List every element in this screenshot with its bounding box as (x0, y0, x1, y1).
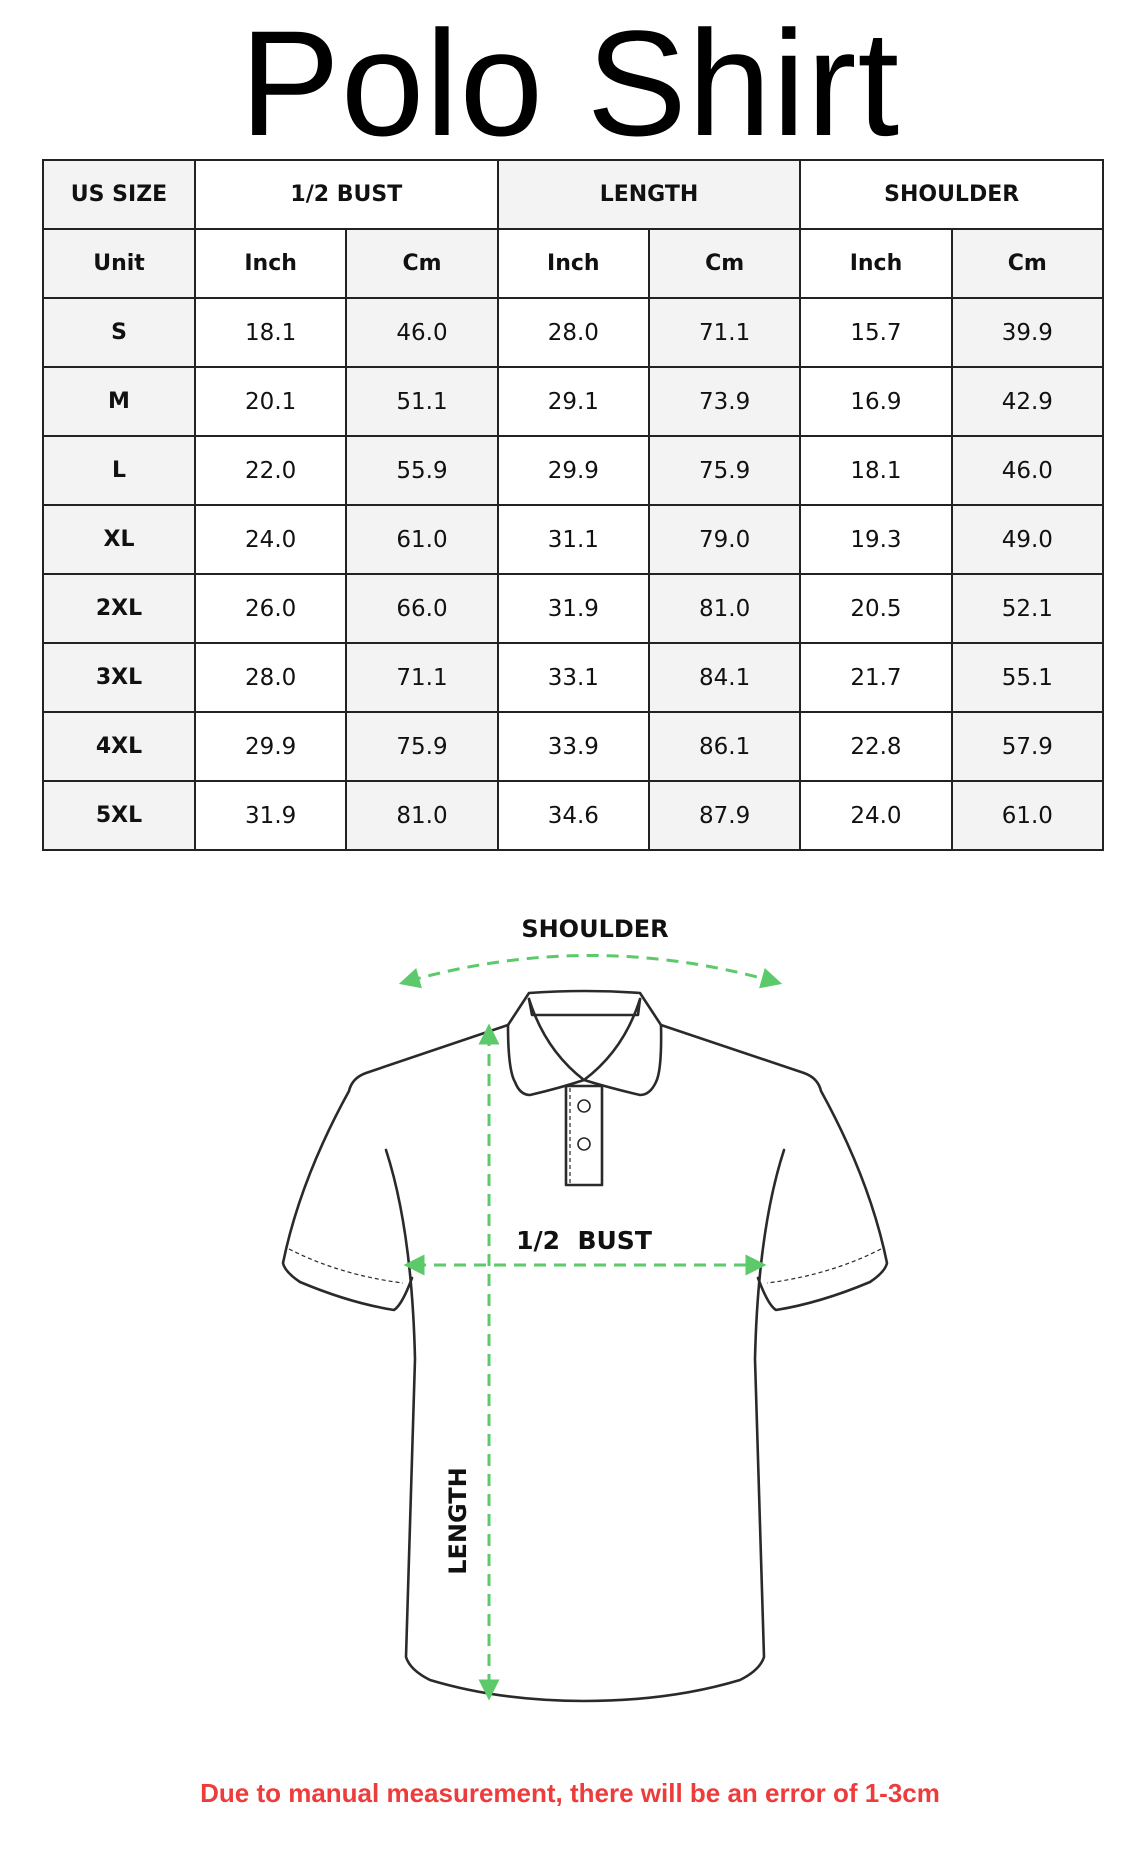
measurement-cell: 29.9 (496, 435, 650, 506)
measurement-cell: 28.0 (496, 297, 650, 368)
measurement-cell: 71.1 (345, 642, 499, 713)
measurement-cell: 21.7 (799, 642, 953, 713)
measurement-cell: 24.0 (193, 504, 348, 575)
size-label: 2XL (42, 573, 196, 644)
measurement-cell: 81.0 (345, 780, 499, 851)
measurement-cell: 31.1 (496, 504, 650, 575)
measurement-cell: 20.5 (799, 573, 953, 644)
measurement-cell: 29.9 (193, 711, 348, 782)
unit-header: Cm (647, 228, 802, 299)
shoulder-label: SHOULDER (521, 915, 668, 943)
shirt-outline (281, 989, 889, 1703)
column-group-header: US SIZE (42, 159, 196, 230)
measurement-disclaimer: Due to manual measurement, there will be… (200, 1778, 940, 1808)
size-label: 3XL (42, 642, 196, 713)
measurement-cell: 81.0 (647, 573, 802, 644)
measurement-cell: 46.0 (345, 297, 499, 368)
column-group-header: LENGTH (496, 159, 802, 230)
bust-label: 1/2 BUST (516, 1226, 652, 1255)
measurement-cell: 61.0 (950, 780, 1105, 851)
measurement-cell: 31.9 (193, 780, 348, 851)
measurement-cell: 79.0 (647, 504, 802, 575)
measurement-cell: 18.1 (193, 297, 348, 368)
measurement-cell: 34.6 (496, 780, 650, 851)
measurement-cell: 51.1 (345, 366, 499, 437)
measurement-cell: 73.9 (647, 366, 802, 437)
measurement-cell: 55.1 (950, 642, 1105, 713)
measurement-cell: 71.1 (647, 297, 802, 368)
measurement-cell: 52.1 (950, 573, 1105, 644)
table-row: S 18.1 46.0 28.0 71.1 15.7 39.9 (42, 297, 1105, 368)
table-row: 2XL 26.0 66.0 31.9 81.0 20.5 52.1 (42, 573, 1105, 644)
unit-header: Cm (345, 228, 499, 299)
table-row: 5XL 31.9 81.0 34.6 87.9 24.0 61.0 (42, 780, 1105, 851)
measurement-cell: 28.0 (193, 642, 348, 713)
measurement-cell: 31.9 (496, 573, 650, 644)
measurement-cell: 39.9 (950, 297, 1105, 368)
column-group-header: 1/2 BUST (194, 159, 499, 230)
unit-header: Inch (799, 228, 953, 299)
unit-header: Inch (496, 228, 650, 299)
measurement-cell: 42.9 (950, 366, 1105, 437)
unit-header: Inch (193, 228, 348, 299)
shoulder-arrow (398, 954, 783, 989)
measurement-cell: 26.0 (193, 573, 348, 644)
size-label: 5XL (42, 780, 196, 851)
measurement-cell: 22.8 (799, 711, 953, 782)
measurement-cell: 33.9 (496, 711, 650, 782)
measurement-cell: 75.9 (345, 711, 499, 782)
measurement-cell: 75.9 (647, 435, 802, 506)
measurement-cell: 86.1 (647, 711, 802, 782)
size-chart-table: US SIZE 1/2 BUST LENGTH SHOULDER Unit Inch Cm I… (42, 159, 1105, 851)
measurement-cell: 46.0 (950, 435, 1105, 506)
measurement-cell: 84.1 (647, 642, 802, 713)
measurement-cell: 61.0 (345, 504, 499, 575)
measurement-cell: 20.1 (193, 366, 348, 437)
measurement-cell: 15.7 (799, 297, 953, 368)
measurement-cell: 22.0 (193, 435, 348, 506)
group-header-row: US SIZE 1/2 BUST LENGTH SHOULDER (42, 159, 1104, 230)
column-group-header: SHOULDER (799, 159, 1104, 230)
measurement-cell: 24.0 (799, 780, 953, 851)
table-row: L 22.0 55.9 29.9 75.9 18.1 46.0 (42, 435, 1105, 506)
size-label: L (42, 435, 196, 506)
page-title: Polo Shirt (239, 0, 901, 167)
measurement-cell: 18.1 (799, 435, 953, 506)
length-label: LENGTH (444, 1467, 472, 1575)
table-row: XL 24.0 61.0 31.1 79.0 19.3 49.0 (42, 504, 1105, 575)
table-row: M 20.1 51.1 29.1 73.9 16.9 42.9 (42, 366, 1105, 437)
size-label: S (42, 297, 196, 368)
table-row: 3XL 28.0 71.1 33.1 84.1 21.7 55.1 (42, 642, 1105, 713)
measurement-cell: 55.9 (345, 435, 499, 506)
unit-header: Cm (950, 228, 1105, 299)
measurement-cell: 16.9 (799, 366, 953, 437)
size-label: 4XL (42, 711, 196, 782)
measurement-cell: 49.0 (950, 504, 1105, 575)
stitch-lines (288, 1088, 882, 1284)
table-row: 4XL 29.9 75.9 33.9 86.1 22.8 57.9 (42, 711, 1105, 782)
measurement-cell: 29.1 (496, 366, 650, 437)
measurement-cell: 66.0 (345, 573, 499, 644)
measurement-cell: 87.9 (647, 780, 802, 851)
measurement-cell: 19.3 (799, 504, 953, 575)
size-label: M (42, 366, 196, 437)
size-label: XL (42, 504, 196, 575)
unit-header-row: Unit Inch Cm Inch Cm Inch Cm (42, 228, 1105, 299)
measurement-cell: 57.9 (950, 711, 1105, 782)
measurement-cell: 33.1 (496, 642, 650, 713)
unit-header: Unit (42, 228, 196, 299)
